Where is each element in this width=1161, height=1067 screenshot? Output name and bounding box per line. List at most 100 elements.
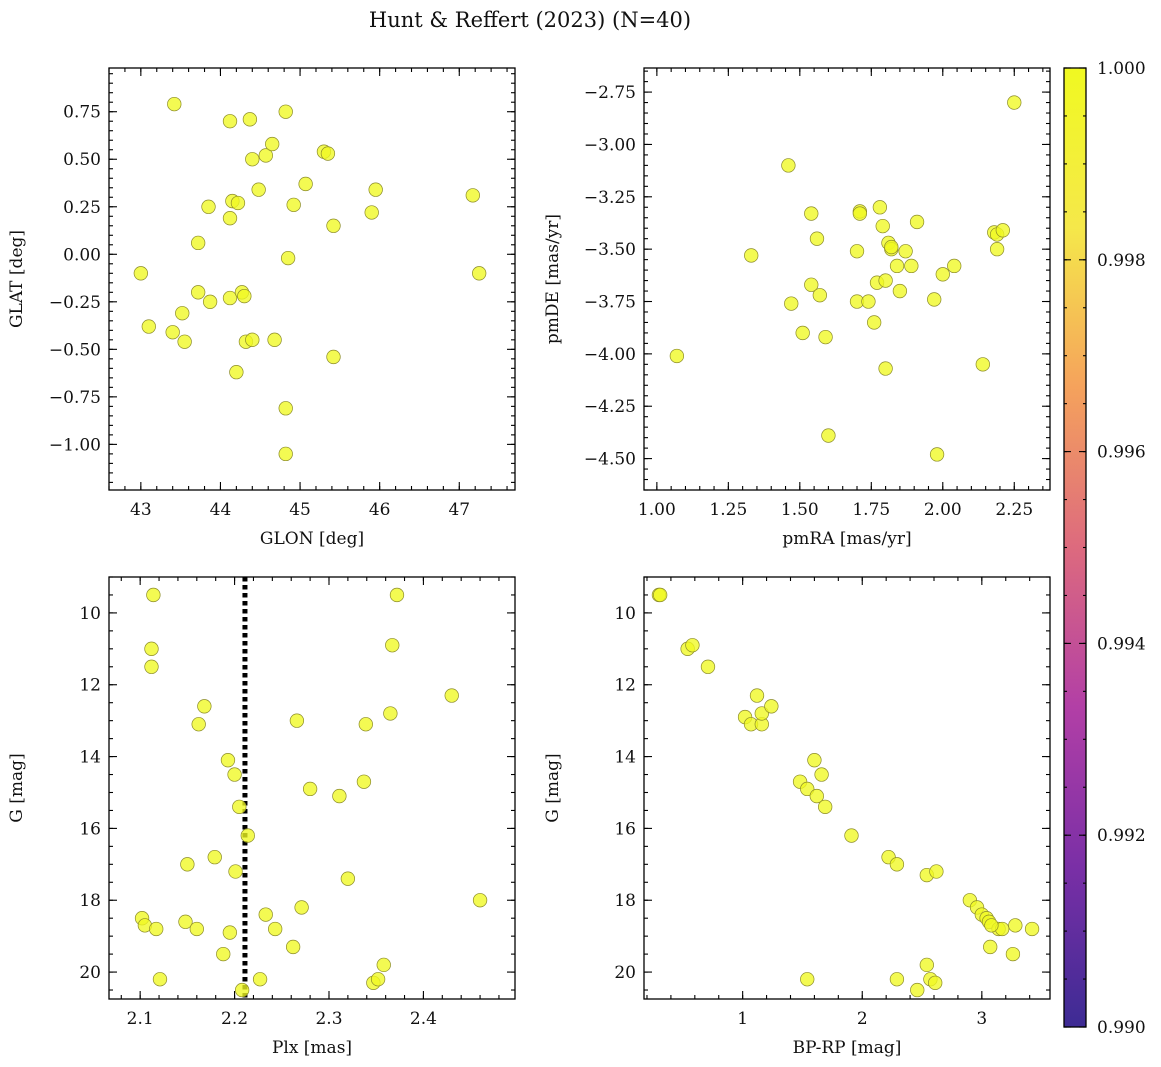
data-point bbox=[228, 864, 243, 879]
data-point bbox=[818, 799, 833, 815]
data-point bbox=[669, 348, 685, 364]
data-point bbox=[326, 218, 341, 233]
data-point bbox=[268, 921, 283, 937]
data-point bbox=[947, 258, 962, 274]
y-tick-label: 0.75 bbox=[63, 103, 101, 123]
data-point bbox=[928, 975, 943, 990]
data-point bbox=[144, 659, 159, 674]
data-point bbox=[285, 939, 301, 955]
x-tick-label: 2.1 bbox=[127, 1009, 154, 1029]
data-point bbox=[935, 267, 950, 282]
y-tick-label: 0.25 bbox=[63, 198, 101, 218]
data-point bbox=[754, 706, 769, 721]
x-tick-label: 45 bbox=[289, 500, 311, 520]
data-point bbox=[320, 146, 336, 161]
data-point bbox=[807, 753, 822, 768]
y-tick-label: 20 bbox=[79, 963, 101, 983]
data-point bbox=[149, 921, 164, 937]
data-point bbox=[929, 864, 944, 879]
colorbar-fill bbox=[1064, 68, 1086, 1027]
data-point bbox=[685, 638, 700, 653]
data-point bbox=[234, 982, 250, 998]
axes-frame bbox=[108, 67, 516, 491]
data-point bbox=[781, 158, 796, 173]
data-point bbox=[814, 767, 829, 782]
data-point bbox=[809, 231, 825, 246]
data-point bbox=[197, 699, 212, 714]
y-axis-label: pmDE [mas/yr] bbox=[543, 214, 563, 344]
data-point bbox=[1007, 95, 1022, 110]
data-point bbox=[818, 329, 833, 345]
data-point bbox=[178, 914, 193, 929]
x-tick-label: 2.4 bbox=[410, 1009, 437, 1029]
data-point bbox=[294, 900, 309, 915]
data-point bbox=[242, 112, 258, 127]
colorbar-tick-label: 0.998 bbox=[1097, 251, 1146, 271]
axes-frame bbox=[108, 576, 516, 1000]
data-point bbox=[220, 753, 236, 768]
data-point bbox=[252, 972, 268, 987]
data-point bbox=[800, 972, 815, 987]
data-point bbox=[302, 781, 318, 797]
data-point bbox=[884, 239, 899, 255]
data-point bbox=[191, 235, 206, 251]
data-point bbox=[989, 242, 1005, 257]
data-point bbox=[191, 717, 206, 732]
x-tick-label: 3 bbox=[976, 1009, 987, 1029]
data-point bbox=[444, 688, 459, 703]
data-point bbox=[232, 799, 247, 815]
data-point bbox=[146, 587, 161, 603]
data-point bbox=[889, 972, 905, 987]
data-point bbox=[189, 921, 204, 937]
y-axis-label: G [mag] bbox=[7, 753, 27, 822]
x-tick-label: 2.2 bbox=[221, 1009, 248, 1029]
x-axis-label: BP-RP [mag] bbox=[793, 1038, 902, 1058]
data-point bbox=[230, 195, 246, 211]
data-point bbox=[861, 294, 876, 309]
data-point bbox=[278, 401, 293, 416]
y-tick-label: −3.25 bbox=[584, 188, 636, 208]
data-point bbox=[898, 244, 913, 259]
data-point bbox=[975, 357, 990, 372]
data-point bbox=[358, 717, 373, 732]
data-point bbox=[878, 361, 893, 376]
data-point bbox=[984, 918, 999, 933]
data-point bbox=[749, 688, 765, 703]
data-point bbox=[929, 447, 945, 462]
axes-frame bbox=[643, 67, 1051, 491]
data-point bbox=[144, 641, 159, 656]
data-point bbox=[927, 292, 942, 307]
data-point bbox=[889, 857, 905, 872]
data-point bbox=[340, 871, 356, 886]
data-point bbox=[280, 250, 296, 266]
data-point bbox=[227, 767, 242, 782]
x-tick-label: 1.75 bbox=[852, 500, 890, 520]
data-point bbox=[867, 315, 882, 330]
colorbar: 0.990 0.992 0.994 0.996 0.998 1.000 bbox=[1063, 59, 1146, 1038]
data-point bbox=[364, 205, 379, 220]
colorbar-tick-label: 0.990 bbox=[1097, 1018, 1146, 1038]
data-point bbox=[983, 939, 998, 955]
data-point bbox=[784, 296, 799, 311]
colorbar-tick-label: 1.000 bbox=[1097, 59, 1146, 79]
x-tick-label: 1 bbox=[737, 1009, 748, 1029]
data-point bbox=[1005, 946, 1021, 962]
y-tick-label: −4.50 bbox=[584, 450, 636, 470]
data-point bbox=[278, 446, 293, 462]
data-point bbox=[465, 188, 480, 203]
axes-frame bbox=[643, 576, 1051, 1000]
data-point bbox=[258, 148, 273, 163]
colorbar-tick-label: 0.994 bbox=[1097, 634, 1146, 654]
y-tick-label: 18 bbox=[79, 891, 101, 911]
x-axis-label: GLON [deg] bbox=[260, 529, 364, 549]
data-point bbox=[1024, 921, 1040, 937]
data-point bbox=[177, 334, 192, 349]
data-point bbox=[356, 774, 372, 789]
data-point bbox=[804, 206, 819, 221]
x-tick-label: 43 bbox=[130, 500, 152, 520]
colorbar-tick-label: 0.996 bbox=[1097, 443, 1146, 463]
y-tick-label: 14 bbox=[79, 748, 101, 768]
y-tick-label: −4.00 bbox=[584, 345, 636, 365]
